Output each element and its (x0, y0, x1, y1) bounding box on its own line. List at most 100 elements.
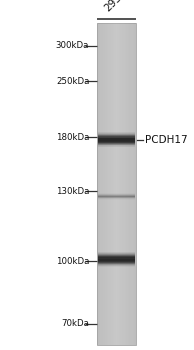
Bar (100, 23, 101, 345)
Bar (98, 136, 135, 137)
Bar (98, 258, 135, 259)
Bar (98, 140, 135, 141)
Bar (98, 195, 135, 196)
Bar (98, 132, 135, 133)
Bar (98, 141, 135, 142)
Bar (105, 23, 106, 345)
Bar (98, 132, 135, 133)
Bar (98, 197, 135, 198)
Bar (98, 262, 135, 263)
Bar (104, 23, 105, 345)
Bar (98, 264, 135, 265)
Bar (98, 193, 135, 194)
Bar (117, 23, 118, 345)
Bar (97, 23, 98, 345)
Bar (98, 135, 135, 136)
Bar (126, 23, 127, 345)
Bar (98, 194, 135, 195)
Bar (98, 261, 135, 262)
Bar (98, 259, 135, 260)
Bar (119, 23, 120, 345)
Bar (98, 144, 135, 145)
Bar (123, 23, 124, 345)
Bar (98, 256, 135, 257)
Bar (98, 263, 135, 264)
Bar (98, 196, 135, 197)
Bar (98, 144, 135, 145)
Bar (125, 23, 126, 345)
Bar (98, 142, 135, 143)
Bar (121, 23, 122, 345)
Bar (98, 265, 135, 266)
Bar (98, 143, 135, 144)
Text: 300kDa: 300kDa (56, 41, 89, 50)
Bar (98, 195, 135, 196)
Bar (98, 252, 135, 253)
Bar (98, 139, 135, 140)
Bar (98, 262, 135, 263)
Bar (134, 23, 135, 345)
Bar (130, 23, 131, 345)
Bar (98, 253, 135, 254)
Bar (98, 255, 135, 256)
Bar (98, 137, 135, 138)
Bar (98, 254, 135, 255)
Bar (98, 197, 135, 198)
Bar (127, 23, 128, 345)
Bar (98, 145, 135, 146)
Text: 250kDa: 250kDa (56, 77, 89, 86)
Bar (98, 266, 135, 267)
Bar (98, 196, 135, 197)
Bar (98, 145, 135, 146)
Bar (98, 259, 135, 260)
Bar (98, 258, 135, 259)
Bar (98, 145, 135, 146)
Bar (98, 138, 135, 139)
Bar (124, 23, 125, 345)
Bar (98, 195, 135, 196)
Bar (98, 146, 135, 147)
Text: 293T: 293T (103, 0, 128, 13)
Bar (98, 255, 135, 256)
Bar (99, 23, 100, 345)
Bar (98, 134, 135, 135)
Bar (98, 133, 135, 134)
Bar (98, 137, 135, 138)
Bar (98, 23, 99, 345)
Text: 180kDa: 180kDa (56, 133, 89, 142)
Bar (98, 196, 135, 197)
Bar (113, 23, 114, 345)
Bar (98, 139, 135, 140)
Bar (98, 139, 135, 140)
Bar (98, 137, 135, 138)
Bar (98, 194, 135, 195)
Bar (98, 195, 135, 196)
Bar (98, 197, 135, 198)
Bar (112, 23, 113, 345)
Bar (108, 23, 109, 345)
Bar (98, 198, 135, 199)
Bar (98, 136, 135, 137)
Text: 130kDa: 130kDa (56, 187, 89, 196)
Bar (111, 23, 112, 345)
Text: PCDH17: PCDH17 (145, 135, 187, 145)
Bar (97, 23, 136, 345)
Bar (98, 198, 135, 199)
Bar (98, 257, 135, 258)
Bar (98, 252, 135, 253)
Bar (109, 23, 110, 345)
Bar (98, 199, 135, 200)
Bar (98, 198, 135, 199)
Bar (98, 261, 135, 262)
Bar (98, 140, 135, 141)
Bar (98, 259, 135, 260)
Bar (98, 260, 135, 261)
Bar (98, 133, 135, 134)
Bar (98, 256, 135, 257)
Bar (98, 142, 135, 143)
Bar (98, 263, 135, 264)
Bar (98, 265, 135, 266)
Bar (115, 23, 116, 345)
Bar (98, 197, 135, 198)
Bar (98, 260, 135, 261)
